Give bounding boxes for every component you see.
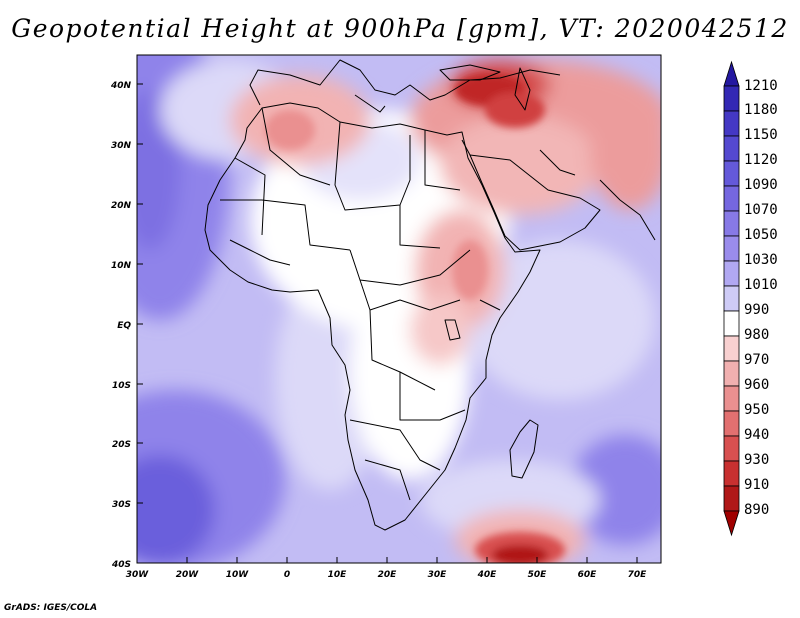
lat-label-eq: EQ [117, 321, 131, 331]
footer-credit: GrADS: IGES/COLA [4, 603, 98, 613]
colorbar-bin [723, 160, 740, 187]
colorbar-bin [723, 335, 740, 362]
lon-label-50e: 50E [528, 570, 548, 580]
colorbar-bin [723, 410, 740, 437]
lon-label-70e: 70E [628, 570, 648, 580]
colorbar-bottom-arrow [723, 510, 740, 537]
lon-label-10e: 10E [328, 570, 348, 580]
colorbar-label-990: 990 [744, 302, 769, 318]
colorbar-label-970: 970 [744, 352, 769, 368]
colorbar-bin [723, 285, 740, 312]
map-frame [136, 54, 662, 564]
map-title: Geopotential Height at 900hPa [gpm], VT:… [11, 14, 789, 43]
lat-label-40n: 40N [110, 81, 132, 91]
colorbar-bin [723, 110, 740, 137]
colorbar-bin [723, 435, 740, 462]
colorbar-label-1070: 1070 [744, 202, 778, 218]
lat-labels: 40N 30N 20N 10N EQ 10S 20S 30S 40S [110, 81, 132, 570]
colorbar-bin [723, 360, 740, 387]
colorbar-label-1150: 1150 [744, 127, 778, 143]
colorbar-label-1210: 1210 [744, 78, 778, 94]
lon-labels: 30W 20W 10W 0 10E 20E 30E 40E 50E 60E 70… [126, 570, 647, 580]
lat-label-30s: 30S [112, 500, 131, 510]
colorbar-label-890: 890 [744, 502, 769, 518]
colorbar-label-1010: 1010 [744, 277, 778, 293]
colorbar-label-980: 980 [744, 327, 769, 343]
colorbar-bin [723, 460, 740, 487]
colorbar-bin [723, 85, 740, 112]
colorbar-label-930: 930 [744, 452, 769, 468]
colorbar-labels: 1210 1180 1150 1120 1090 1070 1050 1030 … [744, 78, 778, 518]
lon-label-20w: 20W [176, 570, 200, 580]
lon-label-60e: 60E [578, 570, 598, 580]
lon-label-10w: 10W [226, 570, 250, 580]
lat-label-40s: 40S [111, 560, 131, 570]
colorbar-bins [723, 60, 740, 537]
colorbar-bin [723, 210, 740, 237]
colorbar-bin [723, 310, 740, 337]
lon-label-30w: 30W [126, 570, 150, 580]
lon-label-20e: 20E [378, 570, 398, 580]
lat-label-20n: 20N [111, 201, 132, 211]
lat-label-10n: 10N [111, 261, 132, 271]
colorbar: 1210 1180 1150 1120 1090 1070 1050 1030 … [723, 60, 778, 537]
colorbar-label-1120: 1120 [744, 152, 778, 168]
colorbar-label-960: 960 [744, 377, 769, 393]
colorbar-bin [723, 185, 740, 212]
colorbar-label-950: 950 [744, 402, 769, 418]
colorbar-bin [723, 385, 740, 412]
colorbar-top-arrow [723, 60, 740, 87]
coastlines [204, 59, 656, 531]
lat-label-20s: 20S [112, 440, 131, 450]
colorbar-bin [723, 260, 740, 287]
lon-label-40e: 40E [477, 570, 498, 580]
lat-label-30n: 30N [111, 141, 132, 151]
lon-label-0: 0 [284, 570, 290, 580]
colorbar-bin [723, 485, 740, 512]
colorbar-label-1050: 1050 [744, 227, 778, 243]
colorbar-label-910: 910 [744, 477, 769, 493]
colorbar-bin [723, 135, 740, 162]
colorbar-label-1090: 1090 [744, 177, 778, 193]
colorbar-bin [723, 235, 740, 262]
colorbar-label-1180: 1180 [744, 102, 778, 118]
colorbar-label-940: 940 [744, 427, 769, 443]
axis-ticks [137, 83, 638, 563]
height-field [137, 55, 661, 563]
lat-label-10s: 10S [112, 381, 131, 391]
colorbar-label-1030: 1030 [744, 252, 778, 268]
lon-label-30e: 30E [428, 570, 448, 580]
